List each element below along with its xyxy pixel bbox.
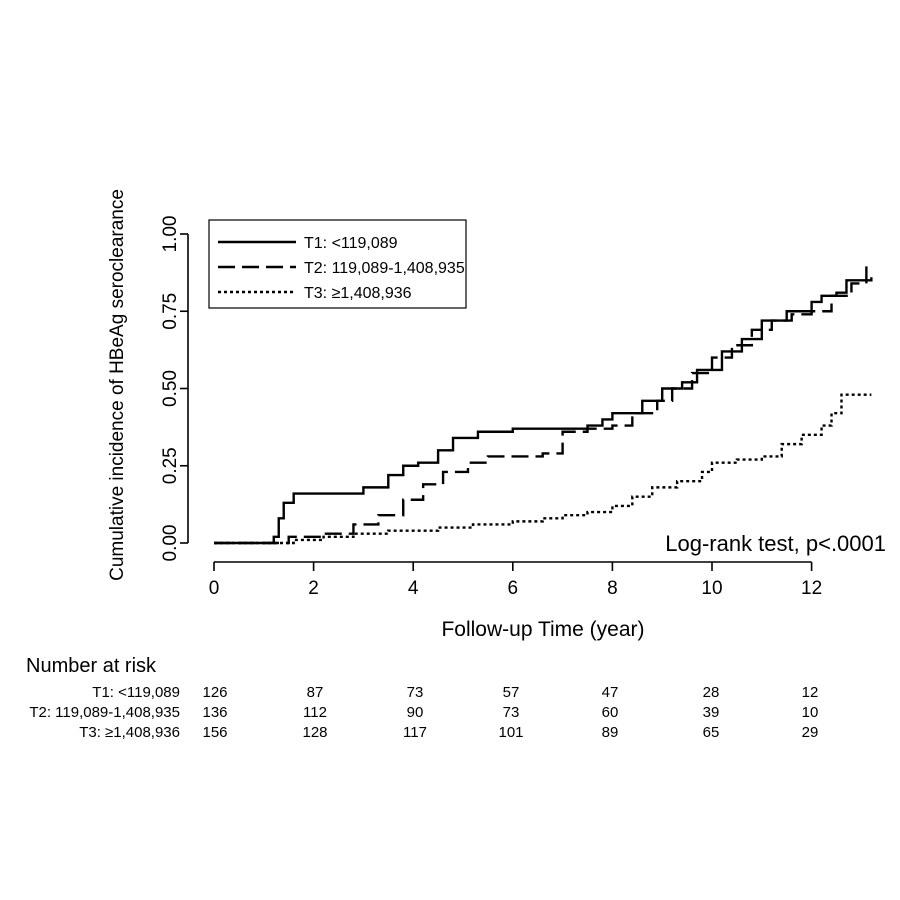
x-axis-label: Follow-up Time (year) bbox=[441, 618, 644, 641]
y-tick-label: 0.00 bbox=[160, 525, 181, 562]
risk-table-title: Number at risk bbox=[26, 655, 157, 677]
legend-label-2: T2: 119,089-1,408,935 bbox=[304, 260, 465, 277]
x-tick-label: 2 bbox=[308, 578, 319, 599]
risk-table: Number at risk T1: <119,089 126 87 73 57 47 28… bbox=[26, 655, 818, 741]
y-tick-label: 0.50 bbox=[160, 370, 181, 407]
risk-cell: 126 bbox=[202, 684, 227, 701]
risk-cell: 29 bbox=[802, 724, 819, 741]
plot-area bbox=[214, 264, 873, 545]
risk-cell: 57 bbox=[503, 684, 520, 701]
x-tick-label: 4 bbox=[408, 578, 419, 599]
risk-cell: 156 bbox=[202, 724, 227, 741]
risk-cell: 128 bbox=[302, 724, 327, 741]
series-line-2 bbox=[214, 264, 868, 545]
x-tick-label: 12 bbox=[801, 578, 822, 599]
risk-cell: 87 bbox=[307, 684, 324, 701]
risk-cell: 101 bbox=[498, 724, 523, 741]
risk-cell: 136 bbox=[202, 704, 227, 721]
legend: T1: <119,089 T2: 119,089-1,408,935 T3: ≥1,… bbox=[208, 219, 467, 309]
x-tick-label: 0 bbox=[209, 578, 220, 599]
risk-cell: 39 bbox=[703, 704, 720, 721]
risk-row-label: T1: <119,089 bbox=[92, 684, 180, 701]
risk-cell: 60 bbox=[602, 704, 619, 721]
risk-cell: 73 bbox=[503, 704, 520, 721]
y-tick-label: 1.00 bbox=[160, 216, 181, 253]
risk-cell: 12 bbox=[802, 684, 819, 701]
risk-cell: 47 bbox=[602, 684, 619, 701]
series-line-1 bbox=[214, 277, 873, 545]
risk-cell: 90 bbox=[407, 704, 424, 721]
risk-cell: 73 bbox=[407, 684, 424, 701]
risk-cell: 65 bbox=[703, 724, 720, 741]
risk-cell: 117 bbox=[403, 724, 427, 741]
axes: 0.00 0.25 0.50 0.75 1.00 0 2 4 6 8 10 12 bbox=[160, 216, 822, 599]
risk-cell: 112 bbox=[303, 704, 327, 721]
risk-row-label: T2: 119,089-1,408,935 bbox=[29, 704, 180, 721]
legend-label-3: T3: ≥1,408,936 bbox=[304, 285, 412, 302]
series-line-3 bbox=[214, 393, 872, 545]
y-tick-label: 0.25 bbox=[160, 447, 181, 484]
x-tick-label: 6 bbox=[508, 578, 519, 599]
x-tick-label: 10 bbox=[701, 578, 722, 599]
risk-cell: 89 bbox=[602, 724, 619, 741]
risk-row-label: T3: ≥1,408,936 bbox=[79, 724, 180, 741]
log-rank-annotation: Log-rank test, p<.0001 bbox=[665, 531, 886, 556]
legend-label-1: T1: <119,089 bbox=[304, 235, 398, 252]
y-axis-label: Cumulative incidence of HBeAg serocleara… bbox=[107, 189, 128, 581]
legend-box bbox=[208, 219, 467, 309]
y-tick-label: 0.75 bbox=[160, 293, 181, 330]
risk-cell: 10 bbox=[802, 704, 819, 721]
risk-cell: 28 bbox=[703, 684, 720, 701]
x-tick-label: 8 bbox=[607, 578, 618, 599]
